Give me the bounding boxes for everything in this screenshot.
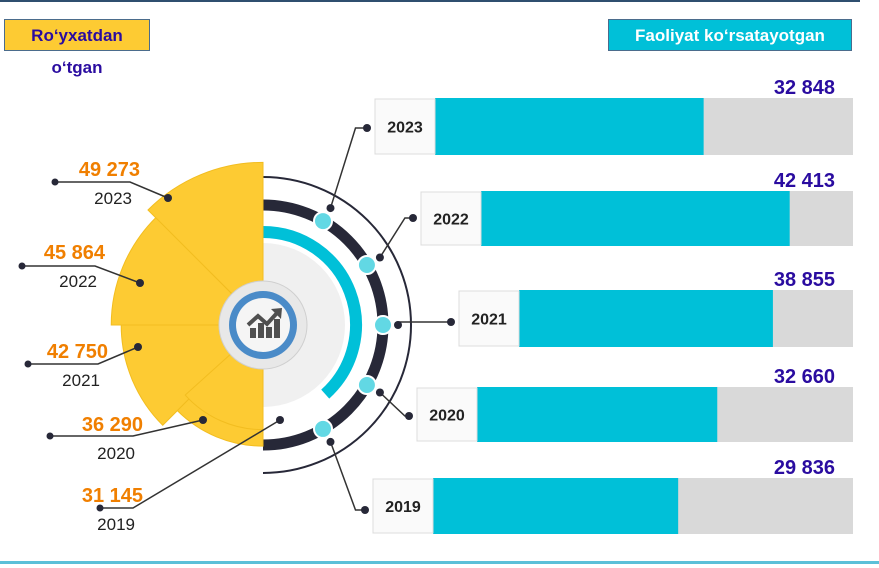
chart-growth-icon: [266, 327, 272, 338]
leader-dot: [96, 504, 104, 512]
legend-registered: Ro‘yxatdan o‘tgan: [4, 19, 150, 77]
active-value-label: 32 660: [774, 366, 835, 388]
connector-line: [397, 321, 451, 325]
year-box-2020: [416, 387, 478, 442]
bar-year-label: 2020: [429, 408, 465, 425]
bar-year-label: 2023: [387, 120, 423, 137]
active-bar-2019: [433, 478, 679, 534]
registered-wedge-2023: [147, 161, 264, 327]
registered-year-label: 2021: [62, 371, 100, 390]
leader-dot: [18, 262, 26, 270]
connector-dot: [363, 124, 371, 132]
leader-line: [22, 265, 141, 284]
registered-year-label: 2020: [97, 444, 135, 463]
leader-dot: [46, 432, 54, 440]
year-box-2023: [374, 98, 436, 155]
ring-dot: [356, 255, 377, 275]
connector-dot: [326, 204, 335, 213]
top-rule: [0, 0, 860, 2]
connector-line: [379, 391, 409, 417]
registered-value-label: 42 750: [47, 341, 108, 363]
connector-dot: [375, 253, 384, 262]
chart-growth-icon: [274, 319, 280, 338]
connector-dot: [447, 318, 455, 326]
leader-line: [100, 419, 281, 509]
registered-value-label: 36 290: [82, 414, 143, 436]
ring-dot: [313, 211, 333, 232]
connector-dot: [409, 214, 417, 222]
bar-year-label: 2022: [433, 212, 469, 229]
registered-value-label: 49 273: [79, 159, 140, 181]
connector-dot: [326, 437, 335, 446]
leader-line: [28, 346, 139, 365]
connector-line: [329, 441, 365, 511]
connector-dot: [405, 412, 413, 420]
cyan-ring: [262, 226, 362, 399]
connector-dot: [361, 506, 369, 514]
active-bar-2023: [435, 98, 704, 155]
ring-dot: [356, 375, 377, 395]
chart-growth-icon: [246, 311, 279, 327]
chart-growth-icon: [258, 323, 264, 338]
registered-value-label: 31 145: [82, 485, 143, 507]
legend-active: Faoliyat ko‘rsatayotgan: [608, 19, 852, 51]
bottom-rule: [0, 561, 879, 564]
active-bar-2022: [481, 191, 790, 246]
leader-dot: [199, 416, 207, 424]
leader-dot: [134, 343, 142, 351]
chart-growth-icon: [250, 328, 256, 338]
registered-year-label: 2022: [59, 272, 97, 291]
registered-year-label: 2019: [97, 515, 135, 534]
active-bar-2020: [477, 387, 718, 442]
leader-dot: [164, 194, 172, 202]
ring-dot: [373, 315, 393, 335]
connector-dot: [394, 321, 402, 329]
bar-year-label: 2021: [471, 312, 507, 329]
active-value-label: 42 413: [774, 170, 835, 192]
year-box-2021: [458, 290, 520, 347]
year-box-2022: [420, 191, 482, 246]
ring-dot: [313, 418, 333, 439]
active-bar-2021: [519, 290, 773, 347]
active-value-label: 32 848: [774, 77, 835, 99]
leader-line: [55, 181, 169, 199]
connector-line: [379, 217, 413, 258]
leader-dot: [276, 416, 284, 424]
registered-value-label: 45 864: [44, 242, 106, 264]
active-value-label: 29 836: [774, 457, 835, 479]
outer-ring: [262, 176, 412, 474]
bar-year-label: 2019: [385, 499, 421, 516]
registered-year-label: 2023: [94, 189, 132, 208]
year-box-2019: [372, 478, 434, 534]
leader-dot: [24, 360, 32, 368]
chart-growth-icon: [271, 308, 282, 319]
registered-wedge-2022: [110, 216, 265, 326]
leader-line: [50, 419, 204, 437]
leader-dot: [136, 279, 144, 287]
leader-dot: [51, 178, 59, 186]
connector-dot: [375, 388, 384, 397]
active-value-label: 38 855: [774, 269, 835, 291]
